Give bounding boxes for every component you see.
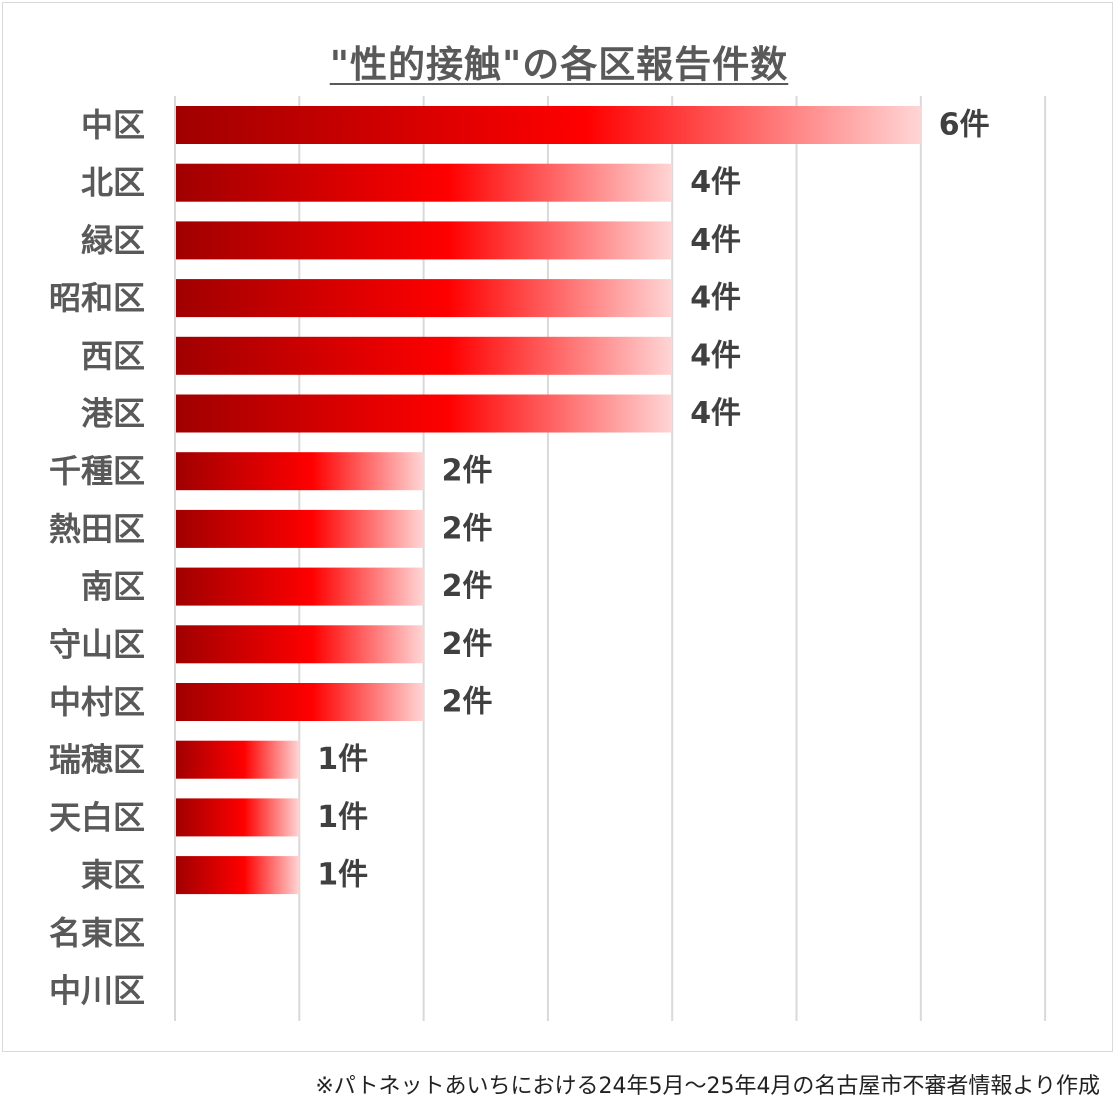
bar xyxy=(176,798,300,837)
category-label: 昭和区 xyxy=(49,279,145,317)
bar xyxy=(176,106,921,144)
data-label: 1件 xyxy=(317,742,368,777)
data-label: 1件 xyxy=(317,858,368,893)
category-label: 港区 xyxy=(81,395,145,433)
footnote: ※パトネットあいちにおける24年5月〜25年4月の名古屋市不審者情報より作成 xyxy=(315,1074,1100,1099)
category-label: 東区 xyxy=(81,856,145,894)
data-label: 4件 xyxy=(690,281,741,316)
category-label: 瑞穂区 xyxy=(49,741,145,779)
bar xyxy=(176,567,424,606)
category-label: 熱田区 xyxy=(49,510,145,548)
category-label: 千種区 xyxy=(49,452,145,490)
category-label: 中区 xyxy=(81,106,145,144)
bar xyxy=(176,740,300,779)
category-label: 北区 xyxy=(81,164,145,202)
data-label: 2件 xyxy=(442,627,493,662)
category-label: 名東区 xyxy=(49,914,145,952)
data-label: 2件 xyxy=(442,454,493,489)
bar xyxy=(176,163,673,202)
data-label: 2件 xyxy=(442,511,493,546)
data-label: 1件 xyxy=(317,800,368,835)
data-label: 4件 xyxy=(690,396,741,431)
category-label: 西区 xyxy=(81,337,145,375)
category-label: 守山区 xyxy=(49,625,145,663)
category-label: 緑区 xyxy=(81,221,145,259)
bar xyxy=(176,221,673,260)
bar xyxy=(176,394,673,433)
data-label: 2件 xyxy=(442,569,493,604)
data-label: 4件 xyxy=(690,223,741,258)
data-label: 6件 xyxy=(939,108,990,143)
category-label: 中川区 xyxy=(49,972,145,1010)
chart-title: "性的接触"の各区報告件数 xyxy=(329,43,789,86)
bar xyxy=(176,279,673,318)
bar xyxy=(176,452,424,491)
data-label: 2件 xyxy=(442,685,493,720)
bar xyxy=(176,856,300,895)
data-label: 4件 xyxy=(690,338,741,373)
category-label: 中村区 xyxy=(49,683,145,721)
bar xyxy=(176,625,424,664)
bar xyxy=(176,509,424,548)
bar xyxy=(176,336,673,375)
category-label: 天白区 xyxy=(49,798,145,836)
category-label: 南区 xyxy=(81,568,145,606)
bar xyxy=(176,683,424,721)
data-label: 4件 xyxy=(690,165,741,200)
